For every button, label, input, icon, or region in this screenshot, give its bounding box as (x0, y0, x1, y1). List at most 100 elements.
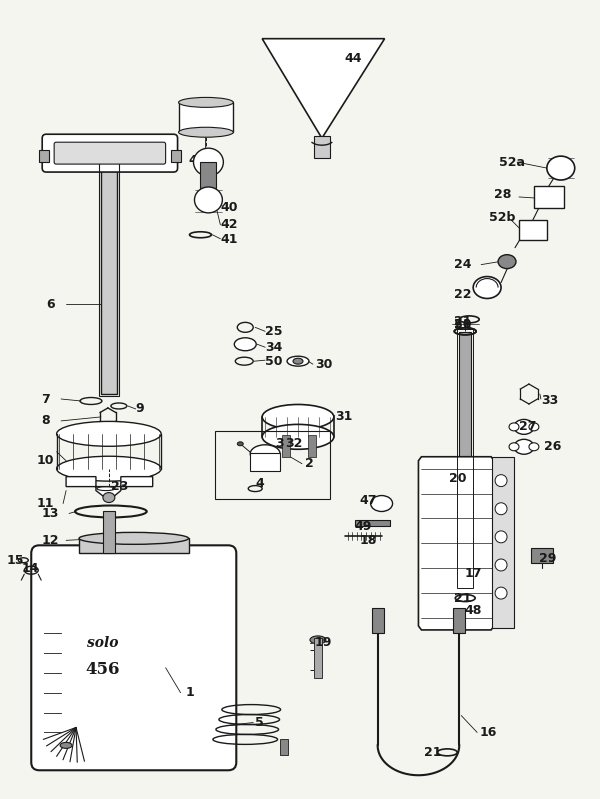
Text: 31: 31 (335, 411, 352, 423)
Bar (534, 186, 564, 208)
FancyBboxPatch shape (31, 546, 236, 770)
Bar (101, 165, 117, 394)
Circle shape (495, 475, 507, 487)
Text: 7: 7 (41, 392, 50, 406)
Text: 14: 14 (21, 562, 39, 574)
Bar (170, 150, 181, 162)
Bar (39, 150, 49, 162)
Ellipse shape (529, 423, 539, 431)
Text: 10: 10 (36, 454, 54, 467)
Text: 42: 42 (220, 218, 238, 232)
Ellipse shape (529, 443, 539, 451)
Text: 50: 50 (265, 355, 283, 368)
Bar (308, 435, 316, 457)
Ellipse shape (103, 492, 115, 503)
Bar (99, 162, 119, 396)
Ellipse shape (310, 636, 326, 644)
Bar (457, 329, 473, 588)
Bar (280, 739, 288, 755)
Polygon shape (418, 457, 494, 630)
Bar (531, 548, 553, 563)
FancyBboxPatch shape (42, 134, 178, 172)
Ellipse shape (498, 255, 516, 268)
Text: 34: 34 (265, 340, 283, 354)
Ellipse shape (262, 404, 334, 429)
Text: 2: 2 (305, 457, 314, 470)
Ellipse shape (473, 276, 501, 299)
Text: 41: 41 (220, 233, 238, 246)
Text: 23: 23 (111, 480, 128, 493)
Text: 18: 18 (360, 534, 377, 547)
Bar (200, 162, 217, 188)
Text: 4: 4 (255, 477, 264, 490)
Text: solo: solo (87, 636, 119, 650)
Ellipse shape (514, 419, 534, 435)
Text: 12: 12 (41, 534, 59, 547)
Text: 1: 1 (185, 686, 194, 699)
Text: 25: 25 (265, 325, 283, 338)
Text: 50: 50 (454, 318, 472, 331)
Bar (282, 435, 290, 457)
Ellipse shape (56, 456, 161, 481)
Text: 20: 20 (449, 472, 467, 485)
Ellipse shape (547, 156, 575, 180)
Text: 33: 33 (541, 395, 558, 407)
Ellipse shape (293, 358, 303, 364)
Circle shape (495, 503, 507, 515)
Text: 8: 8 (41, 415, 50, 427)
Text: 19: 19 (315, 636, 332, 650)
Ellipse shape (179, 97, 233, 107)
Ellipse shape (235, 338, 256, 351)
Ellipse shape (509, 443, 519, 451)
Circle shape (495, 531, 507, 543)
Text: 22: 22 (454, 288, 472, 301)
Bar (371, 608, 383, 633)
Bar (215, 431, 330, 499)
Ellipse shape (193, 148, 223, 176)
Text: 11: 11 (36, 497, 54, 510)
Bar (453, 608, 465, 633)
Text: 47: 47 (360, 494, 377, 507)
Bar (519, 220, 547, 240)
Polygon shape (355, 520, 389, 527)
Text: 48: 48 (464, 603, 482, 617)
Text: 52a: 52a (499, 156, 525, 169)
Text: 5: 5 (255, 716, 264, 729)
Ellipse shape (287, 356, 309, 366)
Circle shape (495, 559, 507, 571)
Text: 26: 26 (544, 440, 561, 453)
Text: 13: 13 (41, 507, 59, 520)
Ellipse shape (79, 532, 188, 544)
Bar (103, 511, 115, 553)
Polygon shape (66, 477, 152, 500)
Text: 44: 44 (345, 52, 362, 65)
Text: 6: 6 (46, 298, 55, 311)
Bar (459, 332, 471, 586)
Text: 24: 24 (454, 258, 472, 271)
FancyBboxPatch shape (54, 142, 166, 164)
Polygon shape (492, 457, 514, 628)
Polygon shape (262, 38, 385, 138)
Bar (79, 539, 188, 553)
Text: 49: 49 (355, 520, 372, 533)
Bar (179, 102, 233, 133)
Circle shape (495, 587, 507, 599)
Text: 30: 30 (315, 358, 332, 371)
Text: 15: 15 (7, 554, 24, 566)
Ellipse shape (194, 187, 223, 213)
Text: 52b: 52b (489, 212, 515, 225)
Text: 21: 21 (424, 745, 442, 759)
Text: 32: 32 (285, 437, 302, 451)
Text: 28: 28 (494, 189, 511, 201)
Bar (250, 453, 280, 471)
Ellipse shape (179, 127, 233, 137)
Bar (314, 638, 322, 678)
Text: 21: 21 (454, 315, 472, 328)
Text: 43: 43 (188, 153, 206, 167)
Text: 17: 17 (464, 566, 482, 580)
Ellipse shape (250, 445, 280, 463)
Text: 29: 29 (539, 552, 556, 565)
Ellipse shape (262, 424, 334, 449)
Text: 21: 21 (454, 318, 472, 331)
Ellipse shape (237, 442, 243, 446)
